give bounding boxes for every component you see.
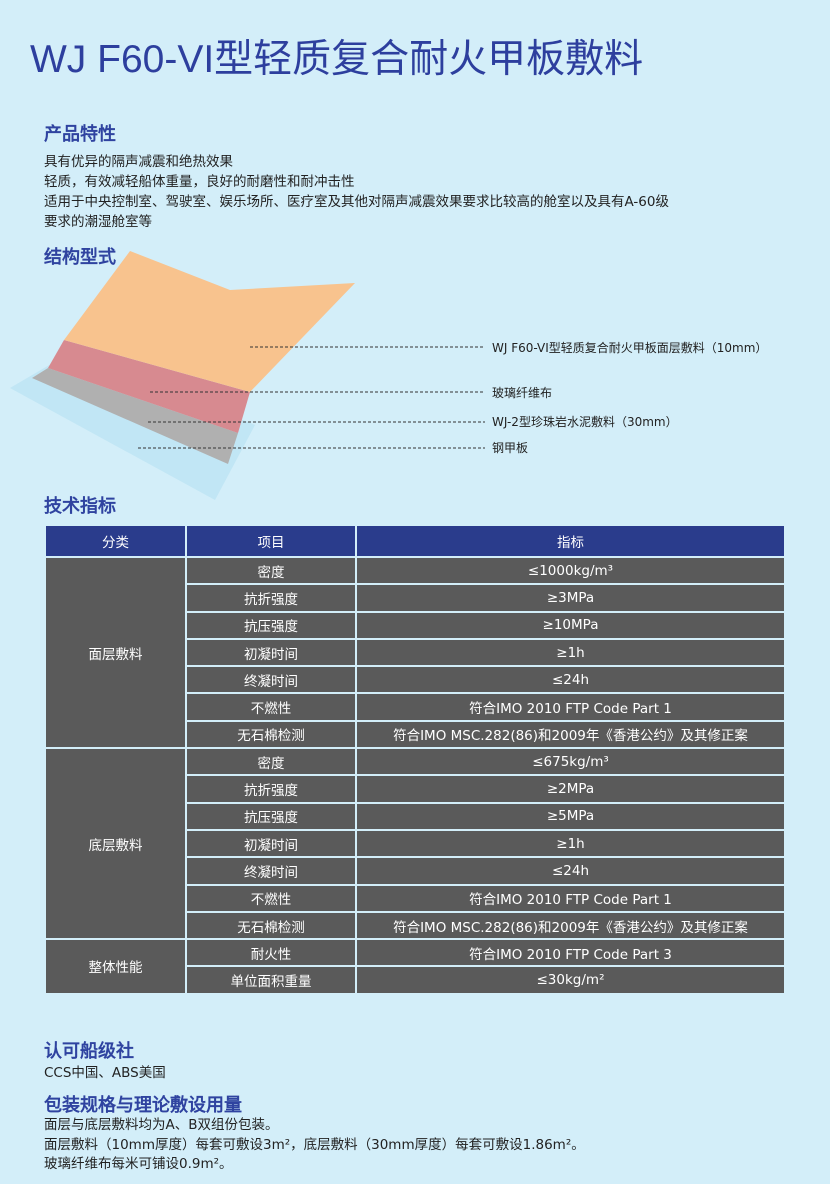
item-cell: 无石棉检测 [185,719,357,750]
specs-table: 分类 项目 指标 面层敷料 密度 ≤1000kg/m³ 抗折强度 ≥3MPa 抗压强度 ≥1… [44,524,786,995]
value-cell: ≥1h [355,637,786,668]
features-line: 轻质，有效减轻船体重量，良好的耐磨性和耐冲击性 [44,174,355,190]
item-cell: 终凝时间 [185,856,357,886]
packaging-line: 面层与底层敷料均为A、B双组份包装。 [44,1117,279,1133]
table-row: 抗压强度 ≥10MPa [45,610,786,640]
table-row: 初凝时间 ≥1h [45,637,786,668]
table-row: 单位面积重量 ≤30kg/m² [45,965,786,995]
value-cell: 符合IMO 2010 FTP Code Part 1 [355,883,786,913]
value-cell: ≤24h [355,665,786,695]
table-row: 不燃性 符合IMO 2010 FTP Code Part 1 [45,883,786,913]
value-cell: ≤675kg/m³ [355,747,786,777]
item-cell: 无石棉检测 [185,910,357,941]
surface-layer [64,251,355,392]
specs-heading: 技术指标 [44,496,116,517]
value-cell: ≥1h [355,828,786,859]
value-cell: ≤30kg/m² [355,965,786,995]
item-cell: 耐火性 [185,938,357,968]
column-header: 指标 [355,524,786,558]
fiberglass-mesh-layer [48,340,250,433]
item-cell: 密度 [185,747,357,777]
table-row: 整体性能 耐火性 符合IMO 2010 FTP Code Part 3 [44,938,786,995]
features-line: 具有优异的隔声减震和绝热效果 [44,154,233,170]
value-cell: 符合IMO MSC.282(86)和2009年《香港公约》及其修正案 [355,719,786,750]
table-row: 终凝时间 ≤24h [45,665,786,695]
value-cell: ≥2MPa [355,774,786,804]
table-row: 不燃性 符合IMO 2010 FTP Code Part 1 [45,692,786,722]
table-row: 抗折强度 ≥3MPa [45,583,786,613]
item-cell: 初凝时间 [185,828,357,859]
features-line: 要求的潮湿舱室等 [44,214,152,230]
table-row: 初凝时间 ≥1h [45,828,786,859]
value-cell: 符合IMO MSC.282(86)和2009年《香港公约》及其修正案 [355,910,786,941]
value-cell: ≥5MPa [355,801,786,831]
classification-text: CCS中国、ABS美国 [44,1065,166,1081]
item-cell: 抗压强度 [185,610,357,640]
structure-diagram [10,251,485,500]
column-header: 项目 [185,524,357,558]
classification-heading: 认可船级社 [44,1041,134,1062]
item-cell: 抗折强度 [185,774,357,804]
item-cell: 初凝时间 [185,637,357,668]
structure-heading: 结构型式 [44,247,116,268]
item-cell: 不燃性 [185,692,357,722]
table-row: 面层敷料 密度 ≤1000kg/m³ [44,555,786,750]
item-cell: 密度 [185,555,357,586]
item-cell: 终凝时间 [185,665,357,695]
features-heading: 产品特性 [44,124,116,145]
layer-label: 玻璃纤维布 [492,386,553,400]
packaging-line: 面层敷料（10mm厚度）每套可敷设3m²，底层敷料（30mm厚度）每套可敷设1.… [44,1137,585,1153]
value-cell: ≥3MPa [355,583,786,613]
layer-label: WJ F60-VI型轻质复合耐火甲板面层敷料（10mm） [492,341,768,355]
item-cell: 抗折强度 [185,583,357,613]
cement-layer [32,368,238,464]
features-line: 适用于中央控制室、驾驶室、娱乐场所、医疗室及其他对隔声减震效果要求比较高的舱室以… [44,194,669,210]
value-cell: ≤1000kg/m³ [355,555,786,586]
column-header: 分类 [44,524,187,558]
table-row: 无石棉检测 符合IMO MSC.282(86)和2009年《香港公约》及其修正案 [45,719,786,750]
category-cell: 面层敷料 [44,555,187,750]
value-cell: ≥10MPa [355,610,786,640]
value-cell: 符合IMO 2010 FTP Code Part 1 [355,692,786,722]
category-cell: 底层敷料 [44,747,187,941]
item-cell: 单位面积重量 [185,965,357,995]
table-row: 抗压强度 ≥5MPa [45,801,786,831]
item-cell: 不燃性 [185,883,357,913]
value-cell: ≤24h [355,856,786,886]
item-cell: 抗压强度 [185,801,357,831]
table-row: 终凝时间 ≤24h [45,856,786,886]
table-row: 无石棉检测 符合IMO MSC.282(86)和2009年《香港公约》及其修正案 [45,910,786,941]
category-cell: 整体性能 [44,938,187,995]
layer-label: 钢甲板 [492,441,529,455]
value-cell: 符合IMO 2010 FTP Code Part 3 [355,938,786,968]
packaging-heading: 包装规格与理论敷设用量 [44,1095,242,1116]
table-row: 抗折强度 ≥2MPa [45,774,786,804]
packaging-line: 玻璃纤维布每米可铺设0.9m²。 [44,1156,233,1172]
table-row: 底层敷料 密度 ≤675kg/m³ [44,747,786,941]
layer-label: WJ-2型珍珠岩水泥敷料（30mm） [492,415,678,429]
page-title: WJ F60-VI型轻质复合耐火甲板敷料 [30,38,644,81]
